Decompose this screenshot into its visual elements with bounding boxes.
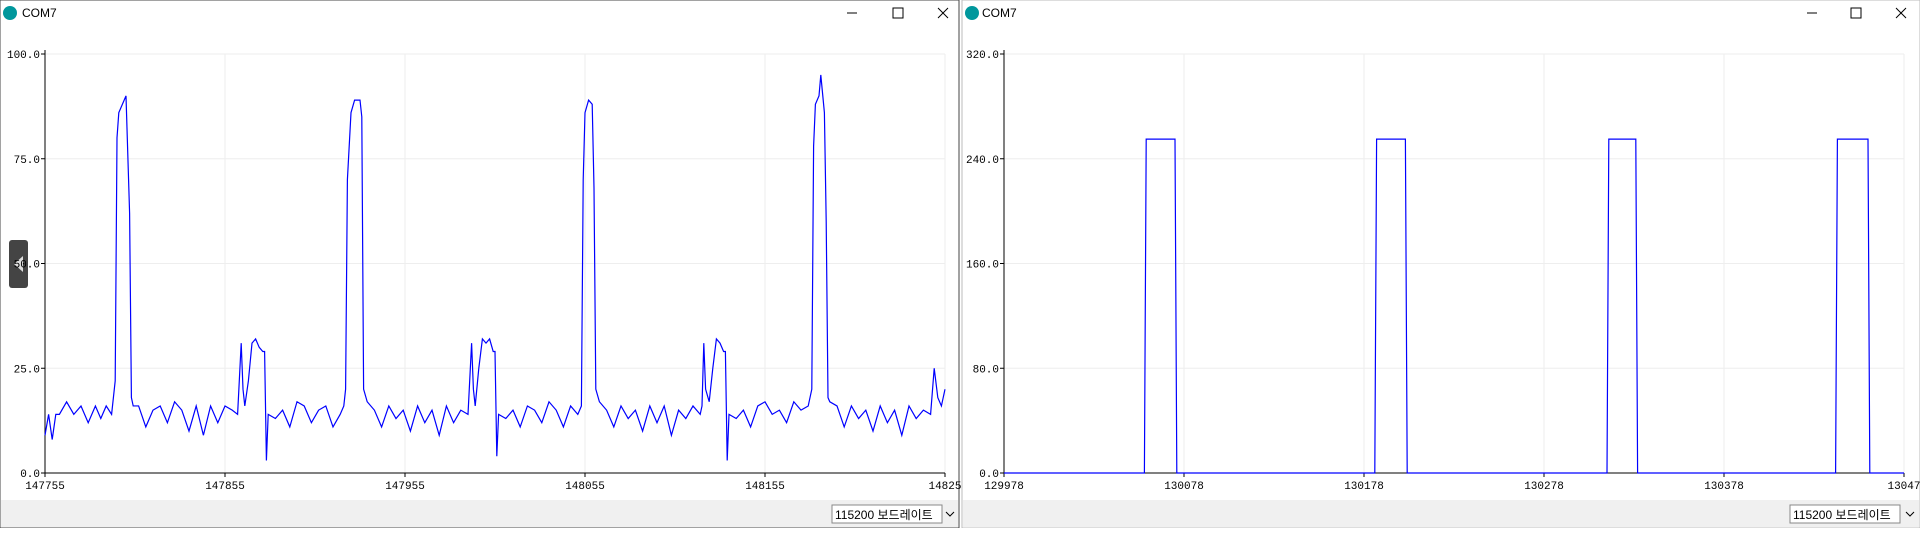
y-tick-label: 25.0 [14,364,40,376]
y-tick-label: 100.0 [7,50,40,62]
x-tick-label: 130078 [1164,481,1204,493]
data-line [44,74,946,461]
y-tick-label: 50.0 [14,260,40,272]
dropdown-arrow [1905,511,1915,517]
status-bar [1,500,958,527]
y-tick-label: 160.0 [966,260,999,272]
x-tick-label: 147955 [385,481,425,493]
app-icon [3,6,17,20]
y-tick-label: 75.0 [14,155,40,167]
y-tick-label: 320.0 [966,50,999,62]
y-tick-label: 80.0 [973,364,999,376]
window-controls[interactable] [847,7,949,19]
x-tick-label: 13047 [1887,481,1920,493]
data-line [1004,138,1904,474]
status-bar [963,500,1919,527]
x-tick-label: 14825 [928,481,961,493]
baud-label: 115200 보드레이트 [835,508,933,522]
window-controls[interactable] [1807,7,1907,19]
x-tick-label: 147855 [205,481,245,493]
x-tick-label: 147755 [25,481,65,493]
baud-label: 115200 보드레이트 [1793,508,1891,522]
y-tick-label: 0.0 [979,469,999,481]
y-tick-label: 0.0 [20,469,40,481]
baud-dropdown[interactable] [1789,504,1901,524]
app-icon [965,6,979,20]
y-tick-label: 240.0 [966,155,999,167]
x-tick-label: 130378 [1704,481,1744,493]
dropdown-arrow [945,511,955,517]
x-tick-label: 130178 [1344,481,1384,493]
baud-dropdown[interactable] [831,504,943,524]
window-title: COM7 [22,6,57,20]
x-tick-label: 130278 [1524,481,1564,493]
x-tick-label: 148155 [745,481,785,493]
handle-arrow [14,256,23,272]
x-tick-label: 148055 [565,481,605,493]
x-tick-label: 129978 [984,481,1024,493]
window-title: COM7 [982,6,1017,20]
